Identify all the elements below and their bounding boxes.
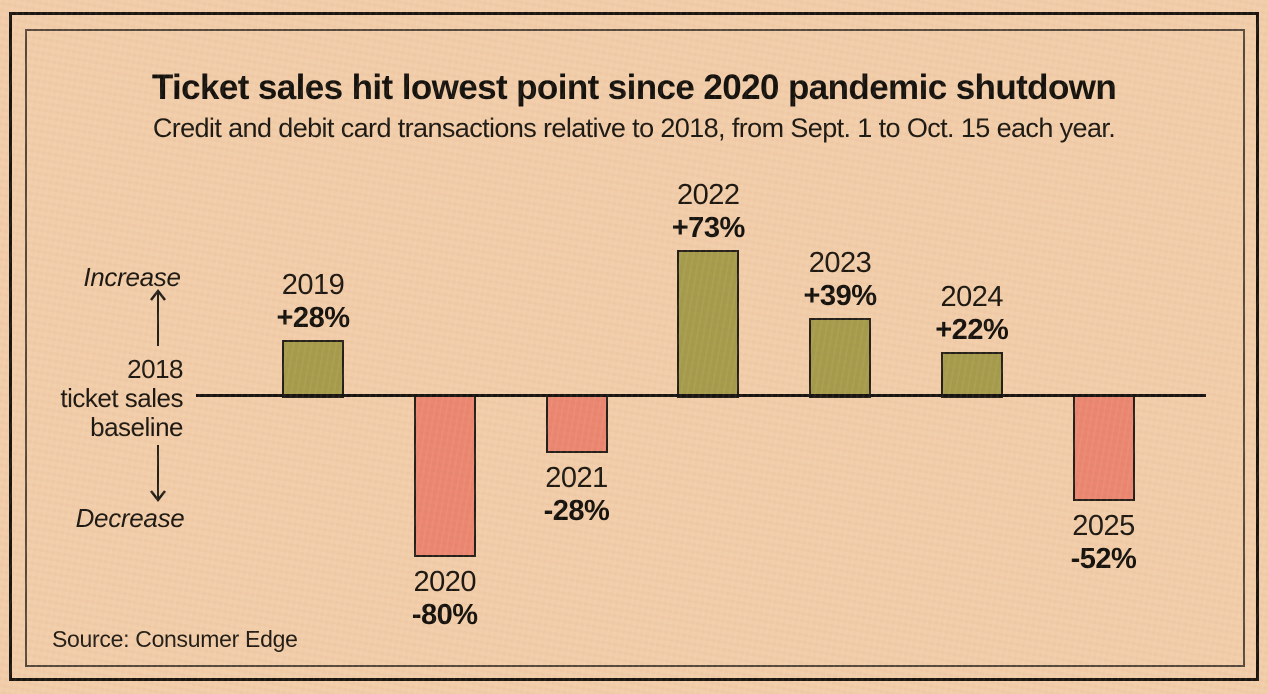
chart-subtitle: Credit and debit card transactions relat… (152, 113, 1116, 143)
bar-label-2019: 2019 +28% (228, 269, 398, 335)
outer-frame-border (9, 12, 1259, 681)
increase-label: Increase (83, 262, 181, 292)
value-label-2021: -28% (543, 494, 610, 527)
decrease-label: Decrease (75, 503, 185, 533)
bar-label-2022: 2022 +73% (623, 179, 793, 245)
year-label-2025: 2025 (1072, 509, 1135, 542)
value-label-2022: +73% (671, 211, 745, 244)
year-label-2022: 2022 (676, 178, 740, 211)
year-label-2020: 2020 (413, 565, 476, 598)
bar-label-2023: 2023 +39% (755, 247, 925, 313)
chart-title: Ticket sales hit lowest point since 2020… (151, 68, 1117, 107)
bar-2020 (413, 395, 476, 557)
bar-2019 (282, 339, 344, 398)
decrease-arrow-icon (150, 445, 166, 503)
baseline-axis (196, 394, 1206, 397)
year-label-2021: 2021 (545, 461, 608, 494)
value-label-2020: -80% (411, 598, 478, 631)
bar-2022 (677, 249, 740, 398)
baseline-caption-line2: ticket sales (60, 383, 183, 413)
bar-label-2025: 2025 -52% (1019, 510, 1189, 576)
bar-2023 (809, 317, 871, 398)
year-label-2023: 2023 (808, 246, 872, 279)
baseline-caption: 2018 ticket sales baseline (0, 355, 183, 442)
value-label-2023: +39% (803, 279, 877, 312)
bar-2021 (545, 395, 608, 453)
year-label-2024: 2024 (940, 280, 1003, 313)
baseline-caption-line3: baseline (90, 412, 183, 442)
baseline-caption-line1: 2018 (127, 354, 183, 384)
year-label-2019: 2019 (281, 268, 345, 301)
source-credit: Source: Consumer Edge (52, 626, 298, 652)
bar-2025 (1072, 395, 1135, 501)
bar-label-2020: 2020 -80% (360, 566, 530, 632)
value-label-2019: +28% (276, 301, 350, 334)
value-label-2024: +22% (935, 313, 1009, 346)
bar-label-2021: 2021 -28% (492, 462, 662, 528)
bar-label-2024: 2024 +22% (887, 281, 1057, 347)
inner-frame-border (25, 29, 1245, 667)
increase-arrow-icon (150, 288, 166, 346)
value-label-2025: -52% (1070, 542, 1137, 575)
bar-2024 (940, 351, 1003, 398)
